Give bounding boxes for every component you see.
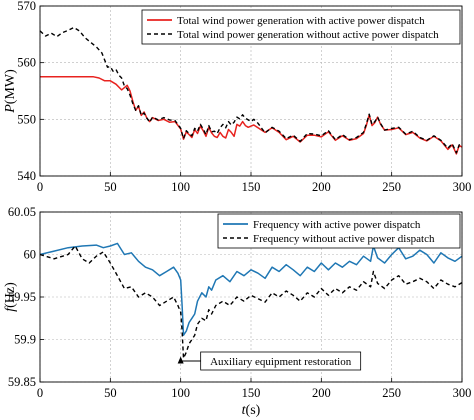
y-tick-label: 570 — [17, 0, 36, 13]
x-tick-label: 300 — [453, 386, 472, 400]
x-tick-label: 250 — [382, 386, 401, 400]
y-axis-label: f(Hz) — [3, 282, 18, 312]
legend-box — [217, 213, 461, 249]
annotation-text: Auxiliary equipment restoration — [210, 356, 352, 368]
x-tick-label: 100 — [171, 386, 190, 400]
x-axis-label: t(s) — [242, 403, 261, 418]
y-tick-label: 560 — [17, 56, 36, 70]
legend-box — [141, 9, 461, 45]
series-line-2 — [39, 245, 463, 359]
annotation: Auxiliary equipment restoration — [177, 351, 362, 371]
y-axis-label: P(MW) — [3, 69, 18, 114]
y-tick-label: 59.95 — [8, 290, 36, 304]
annotation-arrowhead — [177, 356, 184, 364]
series-line-1 — [39, 242, 463, 336]
top-panel-power: 0 50 100 150 200 250 300 540 550 560 570 Total wind… — [3, 0, 471, 194]
y-tick-label: 59.85 — [8, 375, 36, 389]
x-tick-label: 300 — [453, 180, 472, 194]
y-tick-label: 60 — [24, 248, 37, 262]
x-tick-label: 200 — [312, 180, 331, 194]
x-tick-label: 100 — [171, 180, 190, 194]
x-tick-label: 50 — [104, 386, 117, 400]
legend-label: Frequency without active power dispatch — [253, 233, 435, 245]
x-tick-label: 50 — [104, 180, 117, 194]
legend: Total wind power generation with active … — [141, 9, 461, 45]
y-tick-label: 540 — [17, 169, 36, 183]
legend-label: Frequency with active power dispatch — [253, 219, 421, 231]
series-line-2 — [39, 26, 463, 154]
x-tick-label: 0 — [37, 180, 43, 194]
x-tick-label: 150 — [242, 180, 261, 194]
annotation-box — [200, 351, 362, 371]
x-tick-label: 0 — [37, 386, 43, 400]
axes-frame — [39, 211, 463, 383]
x-tick-label: 150 — [242, 386, 261, 400]
legend-label: Total wind power generation with active … — [177, 15, 425, 27]
x-tick-label: 250 — [382, 180, 401, 194]
legend-label: Total wind power generation without acti… — [177, 29, 439, 41]
y-tick-label: 60.05 — [8, 205, 36, 219]
y-tick-label: 550 — [17, 112, 36, 126]
x-tick-label: 200 — [312, 386, 331, 400]
axes-frame — [39, 5, 463, 177]
y-tick-label: 59.9 — [14, 333, 36, 347]
legend: Frequency with active power dispatch Freq… — [217, 213, 461, 249]
bottom-panel-frequency: 0 50 100 150 200 250 300 59.85 59.9 59.95 60 60.05 F… — [3, 205, 471, 418]
